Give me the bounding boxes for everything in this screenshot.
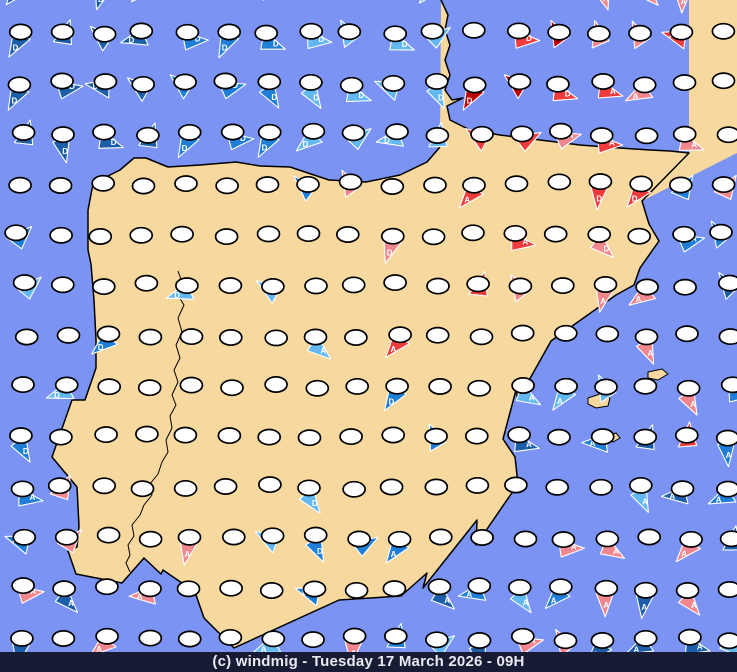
svg-text:A: A: [391, 345, 397, 354]
svg-text:A: A: [444, 596, 450, 605]
svg-text:A: A: [716, 496, 722, 505]
svg-text:D: D: [54, 391, 60, 400]
svg-text:D: D: [402, 40, 408, 49]
svg-text:D: D: [358, 91, 364, 100]
svg-text:A: A: [691, 601, 697, 610]
svg-text:A: A: [636, 295, 642, 304]
svg-text:A: A: [633, 92, 639, 101]
svg-text:D: D: [62, 147, 68, 156]
svg-text:A: A: [649, 0, 655, 1]
svg-text:A: A: [691, 140, 697, 149]
svg-text:A: A: [641, 603, 647, 612]
svg-text:A: A: [557, 397, 563, 406]
svg-text:D: D: [387, 249, 393, 258]
svg-text:A: A: [551, 597, 557, 606]
svg-text:D: D: [467, 96, 473, 105]
svg-text:D: D: [604, 244, 610, 253]
svg-text:D: D: [313, 94, 319, 103]
svg-text:D: D: [11, 0, 17, 1]
svg-text:A: A: [681, 550, 687, 559]
svg-text:A: A: [68, 599, 74, 608]
svg-text:D: D: [596, 194, 602, 203]
svg-text:A: A: [185, 550, 191, 559]
svg-text:A: A: [526, 440, 532, 449]
svg-text:A: A: [697, 642, 703, 651]
svg-text:A: A: [600, 297, 606, 306]
svg-text:D: D: [12, 96, 18, 105]
svg-text:D: D: [262, 144, 268, 153]
svg-text:D: D: [23, 447, 29, 456]
svg-text:D: D: [111, 138, 117, 147]
svg-text:D: D: [312, 499, 318, 508]
svg-text:D: D: [389, 397, 395, 406]
svg-text:A: A: [726, 451, 732, 460]
svg-text:D: D: [13, 43, 19, 52]
svg-text:D: D: [98, 343, 104, 352]
svg-text:A: A: [523, 598, 529, 607]
svg-text:D: D: [129, 36, 135, 45]
svg-text:D: D: [174, 291, 180, 300]
svg-text:D: D: [273, 39, 279, 48]
svg-text:D: D: [182, 144, 188, 153]
svg-text:A: A: [464, 195, 470, 204]
svg-text:D: D: [565, 90, 571, 99]
svg-text:A: A: [613, 547, 619, 556]
svg-text:A: A: [648, 349, 654, 358]
svg-text:A: A: [610, 87, 616, 96]
svg-text:A: A: [391, 550, 397, 559]
svg-text:A: A: [681, 0, 687, 6]
svg-text:D: D: [632, 194, 638, 203]
svg-text:A: A: [603, 0, 609, 3]
svg-text:D: D: [302, 140, 308, 149]
svg-text:D: D: [98, 0, 104, 4]
svg-text:A: A: [603, 601, 609, 610]
svg-text:D: D: [317, 547, 323, 556]
svg-text:A: A: [690, 400, 696, 409]
svg-text:D: D: [271, 93, 277, 102]
svg-text:A: A: [529, 393, 535, 402]
svg-text:D: D: [438, 93, 444, 102]
svg-text:A: A: [642, 497, 648, 506]
svg-text:A: A: [320, 346, 326, 355]
svg-text:D: D: [222, 44, 228, 53]
